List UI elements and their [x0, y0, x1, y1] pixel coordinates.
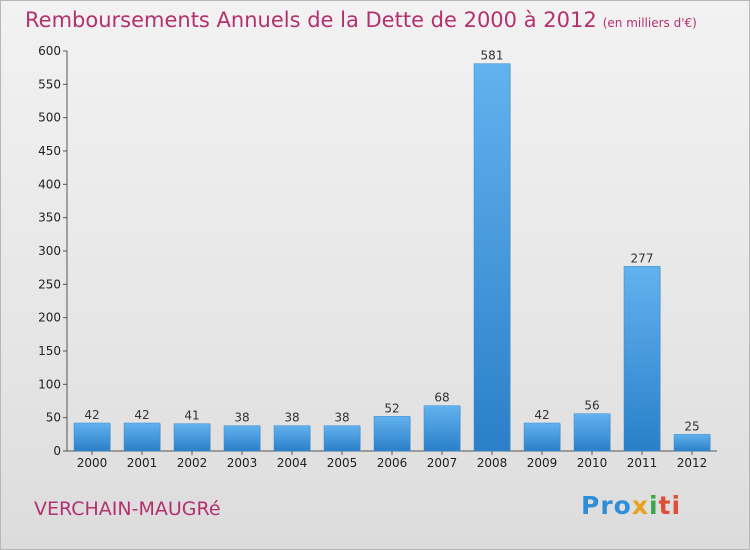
x-tick-label: 2012: [677, 456, 708, 470]
bar: [323, 425, 361, 452]
bar: [673, 434, 711, 452]
x-tick-label: 2003: [227, 456, 258, 470]
x-tick-label: 2004: [277, 456, 308, 470]
bar-value-label: 68: [434, 391, 449, 405]
commune-name: VERCHAIN-MAUGRé: [34, 498, 221, 520]
y-tick-label: 550: [38, 77, 61, 91]
bar: [73, 422, 111, 452]
chart-subtitle: (en milliers d'€): [602, 16, 697, 30]
bar-value-label: 25: [684, 419, 699, 433]
x-tick-label: 2008: [477, 456, 508, 470]
axes: 0 50 100 150 200 250 300 350 400 450 500 550 600 2000…: [38, 44, 717, 470]
x-tick-label: 2009: [527, 456, 558, 470]
bar-value-label: 38: [234, 411, 249, 425]
y-tick-label: 0: [53, 444, 61, 458]
x-tick-label: 2007: [427, 456, 458, 470]
bars: 42 42 41 38 38 38 52 68 581 42 56 277 25: [73, 49, 711, 452]
logo-part-3: i: [648, 491, 659, 520]
bar-value-label: 41: [184, 409, 199, 423]
proxiti-logo: Proxiti: [581, 491, 681, 520]
x-tick-label: 2002: [177, 456, 208, 470]
bar: [123, 422, 161, 452]
y-tick-label: 450: [38, 144, 61, 158]
bar-value-label: 52: [384, 401, 399, 415]
bar: [473, 63, 511, 452]
logo-part-4: ti: [658, 491, 682, 520]
y-tick-label: 50: [46, 411, 61, 425]
x-tick-label: 2001: [127, 456, 158, 470]
bar-value-label: 42: [84, 408, 99, 422]
bar: [273, 425, 311, 452]
y-tick-label: 250: [38, 277, 61, 291]
y-tick-label: 100: [38, 377, 61, 391]
chart-title: Remboursements Annuels de la Dette de 20…: [25, 8, 697, 32]
x-tick-label: 2006: [377, 456, 408, 470]
y-tick-label: 200: [38, 311, 61, 325]
y-tick-label: 350: [38, 211, 61, 225]
logo-part-1: Pro: [581, 491, 632, 520]
y-tick-label: 500: [38, 111, 61, 125]
bar-value-label: 38: [334, 411, 349, 425]
x-tick-label: 2011: [627, 456, 658, 470]
x-tick-label: 2010: [577, 456, 608, 470]
bar: [423, 405, 461, 452]
bar-value-label: 42: [134, 408, 149, 422]
bar-value-label: 42: [534, 408, 549, 422]
bar-value-label: 38: [284, 411, 299, 425]
bar-value-label: 277: [631, 251, 654, 265]
y-tick-label: 150: [38, 344, 61, 358]
bar: [523, 422, 561, 452]
bar: [623, 266, 661, 452]
bar: [573, 413, 611, 452]
bar: [223, 425, 261, 452]
bar: [373, 416, 411, 452]
logo-part-2: x: [631, 491, 649, 520]
y-tick-label: 300: [38, 244, 61, 258]
chart-title-text: Remboursements Annuels de la Dette de 20…: [25, 8, 597, 32]
y-tick-label: 600: [38, 44, 61, 58]
y-tick-label: 400: [38, 177, 61, 191]
bar: [173, 423, 211, 452]
x-tick-label: 2000: [77, 456, 108, 470]
x-tick-label: 2005: [327, 456, 358, 470]
bar-value-label: 581: [481, 49, 504, 63]
bar-value-label: 56: [584, 399, 599, 413]
